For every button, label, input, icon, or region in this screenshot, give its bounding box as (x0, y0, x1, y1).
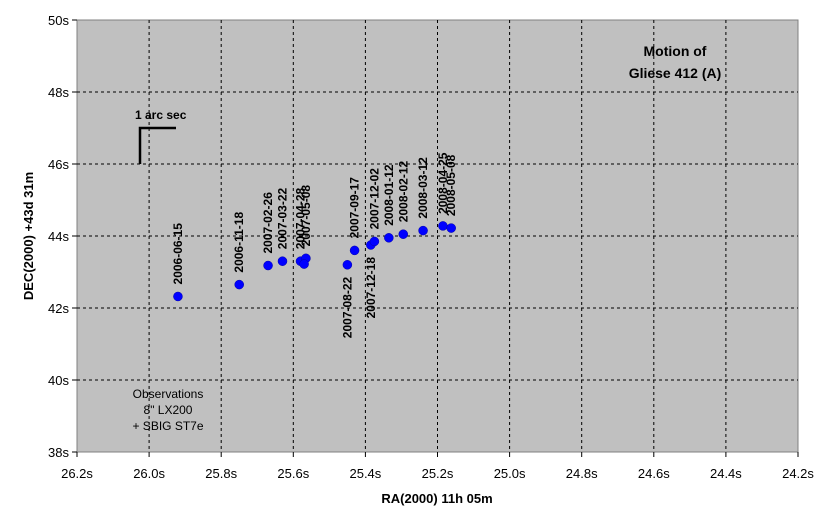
x-tick-label: 24.4s (710, 466, 742, 481)
data-point (446, 223, 456, 233)
y-axis-title: DEC(2000) +43d 31m (21, 172, 36, 300)
x-tick-label: 25.4s (349, 466, 381, 481)
x-tick-label: 26.0s (133, 466, 165, 481)
y-tick-label: 46s (48, 157, 69, 172)
data-point (418, 225, 428, 236)
data-point (349, 245, 360, 256)
x-tick-label: 26.2s (61, 466, 93, 481)
data-point (438, 221, 448, 231)
point-date-label: 2007-12-02 (367, 168, 381, 230)
point-date-label: 2008-02-12 (396, 160, 410, 222)
point-date-label: 2007-05-08 (299, 185, 313, 247)
x-tick-label: 24.2s (782, 466, 814, 481)
data-point (173, 291, 183, 302)
data-point (263, 260, 273, 271)
x-tick-label: 25.8s (205, 466, 237, 481)
y-axis-ticks: 50s 48s 46s 44s 42s 40s 38s (48, 13, 77, 460)
point-date-label: 2008-04-25 (436, 152, 450, 214)
scale-bar-label: 1 arc sec (135, 108, 187, 122)
data-point (234, 279, 244, 290)
point-date-label: 2008-01-12 (382, 164, 396, 226)
point-date-label: 2008-03-12 (416, 157, 430, 219)
x-tick-label: 25.6s (277, 466, 309, 481)
date-labels: 2006-06-15 2006-11-18 2007-02-26 2007-03-22… (171, 152, 458, 338)
x-tick-label: 25.0s (494, 466, 526, 481)
point-date-label: 2007-12-18 (364, 257, 378, 319)
point-date-label: 2007-03-22 (275, 187, 289, 249)
data-point (398, 229, 409, 239)
chart-title-line-2: Gliese 412 (A) (629, 65, 722, 81)
y-tick-label: 48s (48, 85, 69, 100)
point-date-label: 2007-09-17 (348, 177, 362, 239)
x-tick-label: 24.8s (566, 466, 598, 481)
data-point (342, 260, 353, 270)
point-date-label: 2006-06-15 (171, 223, 185, 285)
data-point (369, 236, 380, 247)
y-tick-label: 40s (48, 373, 69, 388)
point-date-label: 2007-04-28 (294, 187, 308, 249)
y-tick-label: 38s (48, 445, 69, 460)
x-tick-label: 25.2s (422, 466, 454, 481)
observation-note-line-3: + SBIG ST7e (132, 419, 203, 433)
point-date-label: 2006-11-18 (232, 212, 246, 273)
point-date-label: 2007-08-22 (340, 276, 354, 338)
point-date-label: 2007-02-26 (261, 192, 275, 254)
data-points (173, 221, 456, 302)
data-point (299, 259, 309, 269)
observation-note-line-1: Observations (133, 387, 204, 401)
x-tick-label: 24.6s (638, 466, 670, 481)
y-tick-label: 42s (48, 301, 69, 316)
scale-bar: 1 arc sec (135, 108, 187, 164)
y-tick-label: 50s (48, 13, 69, 28)
x-axis-title: RA(2000) 11h 05m (381, 491, 492, 506)
gridlines (77, 20, 798, 452)
chart-title-line-1: Motion of (644, 43, 707, 59)
observation-note-line-2: 8" LX200 (144, 403, 193, 417)
data-point (384, 233, 394, 243)
y-tick-label: 44s (48, 229, 69, 244)
x-axis-ticks: 26.2s 26.0s 25.8s 25.6s 25.4s 25.2s 25.0s 24.8s… (61, 452, 814, 481)
data-point (277, 256, 288, 266)
point-date-label: 2008-05-08 (444, 154, 458, 216)
